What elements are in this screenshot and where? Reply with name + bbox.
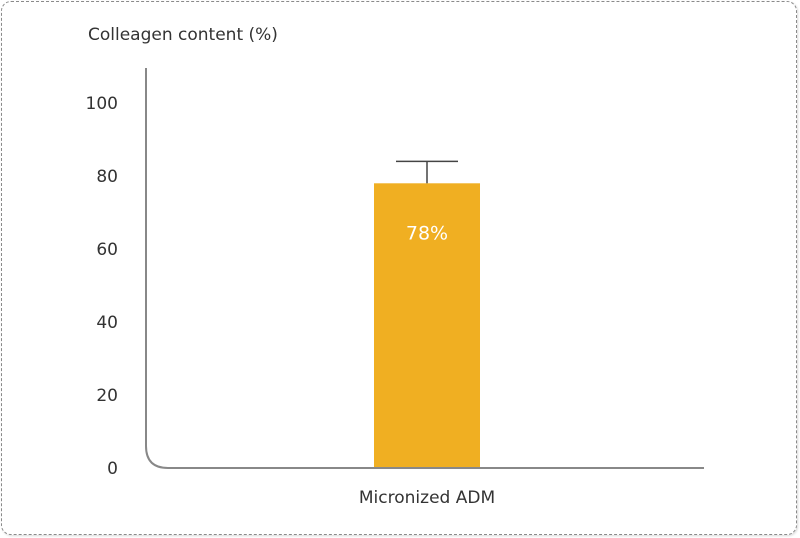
error-bars xyxy=(396,160,458,184)
x-category-labels: Micronized ADM xyxy=(359,488,495,508)
y-tick-label: 60 xyxy=(96,240,118,260)
y-tick-label: 20 xyxy=(96,386,118,406)
axis-line xyxy=(145,68,704,469)
y-axis-title: Colleagen content (%) xyxy=(88,25,278,45)
bar-data-label: 78% xyxy=(406,222,448,244)
y-tick-label: 80 xyxy=(96,167,118,187)
data-labels: 78% xyxy=(406,222,448,244)
y-tick-label: 0 xyxy=(107,459,118,479)
y-tick-label: 40 xyxy=(96,313,118,333)
y-tick-labels: 0 20 40 60 80 100 xyxy=(86,94,118,479)
y-tick-label: 100 xyxy=(86,94,118,114)
bars xyxy=(374,183,480,468)
x-category-label: Micronized ADM xyxy=(359,488,495,508)
bar xyxy=(374,183,480,468)
